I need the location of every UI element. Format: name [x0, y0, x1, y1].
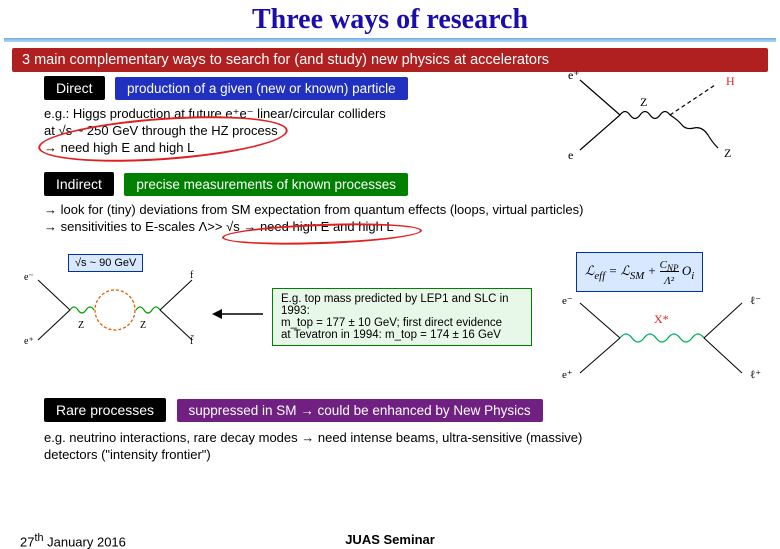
indirect-label: Indirect [44, 172, 114, 196]
label-z1: Z [640, 95, 647, 110]
x-lp: ℓ⁺ [750, 368, 761, 381]
date-rest: January 2016 [44, 534, 126, 549]
date-suffix: th [34, 532, 43, 544]
indirect-desc: precise measurements of known processes [124, 173, 408, 196]
direct-label: Direct [44, 76, 105, 100]
loop-fbar: f̄ [190, 336, 193, 347]
title-underline [4, 38, 776, 42]
main-banner: 3 main complementary ways to search for … [12, 48, 768, 72]
title-area: Three ways of research [0, 0, 780, 36]
indirect-row: Indirect precise measurements of known p… [44, 172, 780, 196]
rare-text: e.g. neutrino interactions, rare decay m… [44, 430, 582, 464]
label-ep: e⁺ [568, 68, 580, 83]
x-em: e⁻ [562, 294, 573, 307]
loop-f: f [190, 270, 193, 281]
date-day: 27 [20, 534, 34, 549]
label-h: H [726, 74, 735, 89]
x-ep: e⁺ [562, 368, 573, 381]
loop-z1: Z [78, 320, 84, 331]
feynman-xstar-diagram [570, 288, 750, 388]
feynman-loop-diagram [30, 260, 200, 360]
rare-row: Rare processes suppressed in SM → could … [44, 398, 780, 422]
loop-ep1: e⁺ [24, 336, 34, 347]
rare-det: detectors ("intensity frontier") [44, 447, 582, 464]
x-lm: ℓ⁻ [750, 294, 761, 307]
loop-z2: Z [140, 320, 146, 331]
arrow-icon [208, 304, 268, 324]
footer-date: 27th January 2016 [20, 532, 126, 549]
indirect-look: → look for (tiny) deviations from SM exp… [44, 202, 583, 219]
label-z2: Z [724, 146, 731, 161]
feynman-hz-diagram [570, 70, 730, 160]
rare-desc: suppressed in SM → could be enhanced by … [177, 399, 543, 422]
equation-box: ℒeff = ℒSM + CNPΛ² Oi [576, 252, 703, 292]
direct-desc: production of a given (new or known) par… [115, 77, 408, 100]
rare-eg: e.g. neutrino interactions, rare decay m… [44, 430, 582, 447]
label-em: e [568, 148, 573, 163]
rare-label: Rare processes [44, 398, 166, 422]
x-star: X* [654, 312, 669, 327]
slide-title: Three ways of research [252, 4, 528, 36]
lep-box: E.g. top mass predicted by LEP1 and SLC … [272, 288, 532, 346]
loop-em1: e⁻ [24, 272, 34, 283]
